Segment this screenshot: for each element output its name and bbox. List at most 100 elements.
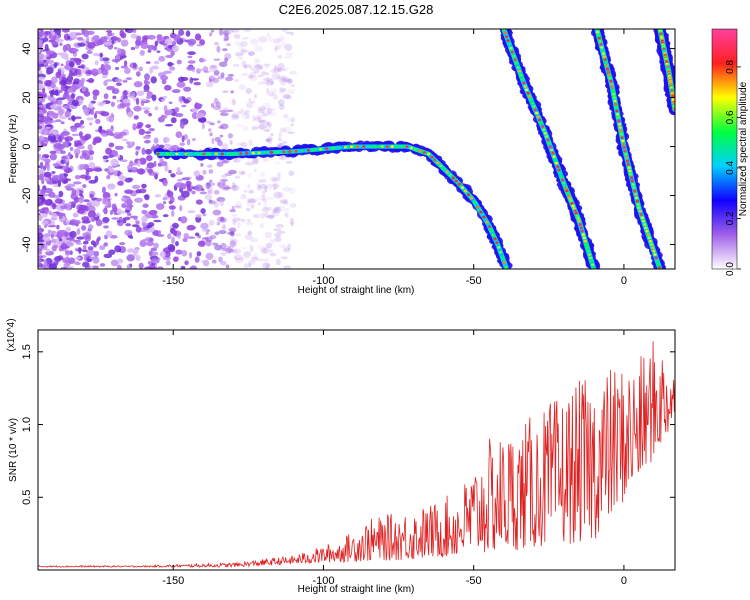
heatmap-track-peak: [539, 121, 543, 125]
heatmap-noise-blob: [230, 29, 240, 33]
heatmap-noise-blob: [142, 107, 151, 111]
heatmap-noise-blob: [280, 75, 288, 83]
heatmap-noise-blob: [144, 73, 150, 81]
heatmap-noise-blob: [216, 120, 221, 124]
heatmap-noise-blob: [208, 200, 216, 205]
heatmap-noise-blob: [177, 235, 181, 240]
heatmap-track-peak: [631, 183, 635, 186]
heatmap-noise-blob: [142, 238, 150, 242]
heatmap-noise-blob: [111, 58, 121, 63]
heatmap-noise-blob: [81, 150, 91, 154]
heatmap-noise-blob: [259, 171, 266, 177]
heatmap-noise-blob: [56, 204, 63, 211]
heatmap-noise-blob: [169, 66, 176, 71]
heatmap-noise-blob: [141, 147, 146, 156]
heatmap-noise-blob: [69, 48, 79, 53]
heatmap-noise-blob: [236, 142, 243, 146]
heatmap-track-peak: [448, 173, 452, 177]
heatmap-noise-blob: [38, 83, 42, 88]
heatmap-noise-blob: [240, 40, 248, 47]
heatmap-noise-blob: [173, 230, 178, 236]
heatmap-noise-blob: [241, 247, 247, 250]
colorbar-tick-label: 0.6: [725, 110, 736, 124]
heatmap-noise-blob: [38, 97, 43, 102]
heatmap-noise-blob: [85, 79, 94, 83]
heatmap-noise-blob: [269, 108, 277, 111]
heatmap-noise-blob: [254, 116, 262, 122]
heatmap-noise-blob: [93, 250, 100, 257]
heatmap-noise-blob: [141, 183, 147, 189]
heatmap-track-peak: [573, 209, 577, 213]
heatmap-noise-blob: [86, 50, 93, 54]
heatmap-noise-blob: [167, 243, 176, 251]
heatmap-track-peak: [625, 159, 630, 163]
heatmap-noise-blob: [276, 67, 282, 73]
heatmap-noise-blob: [124, 216, 131, 221]
heatmap-noise-blob: [211, 259, 217, 264]
heatmap-noise-blob: [61, 156, 68, 160]
heatmap-noise-blob: [56, 224, 60, 230]
heatmap-noise-blob: [183, 133, 188, 140]
heatmap-track-peak: [655, 259, 659, 263]
heatmap-track-peak: [654, 256, 658, 260]
heatmap-noise-blob: [213, 97, 219, 105]
heatmap-noise-blob: [229, 209, 236, 213]
heatmap-noise-blob: [174, 113, 184, 118]
heatmap-noise-blob: [168, 169, 172, 174]
heatmap-noise-blob: [103, 41, 113, 46]
heatmap-noise-blob: [191, 190, 196, 195]
heatmap-noise-blob: [279, 87, 287, 93]
heatmap-noise-blob: [46, 120, 53, 124]
heatmap-noise-blob: [277, 55, 283, 59]
heatmap-noise-blob: [178, 29, 185, 36]
heatmap-noise-blob: [53, 29, 60, 32]
heatmap-noise-blob: [50, 232, 54, 239]
heatmap-track-peak: [622, 146, 626, 149]
heatmap-noise-blob: [186, 65, 196, 71]
heatmap-noise-blob: [88, 102, 94, 110]
heatmap-noise-blob: [40, 141, 44, 146]
heatmap-track-peak: [647, 236, 651, 240]
heatmap-noise-blob: [225, 264, 230, 269]
heatmap-noise-blob: [216, 45, 221, 53]
heatmap-noise-blob: [279, 127, 287, 133]
heatmap-noise-blob: [44, 80, 52, 87]
heatmap-track-peak: [652, 249, 656, 253]
heatmap-noise-blob: [106, 85, 115, 91]
heatmap-track-peak: [526, 91, 530, 95]
heatmap-noise-blob: [214, 41, 219, 46]
heatmap-noise-blob: [52, 202, 57, 210]
heatmap-noise-blob: [267, 137, 273, 145]
heatmap-noise-blob: [268, 90, 275, 97]
heatmap-noise-blob: [38, 105, 46, 108]
heatmap-noise-blob: [247, 198, 257, 204]
heatmap-noise-blob: [38, 258, 42, 266]
heatmap-noise-blob: [239, 107, 245, 113]
heatmap-noise-blob: [139, 50, 145, 56]
heatmap-noise-blob: [202, 213, 207, 217]
heatmap-noise-blob: [262, 112, 269, 117]
heatmap-noise-blob: [138, 262, 144, 269]
heatmap-noise-blob: [281, 41, 287, 48]
heatmap-noise-blob: [177, 76, 185, 83]
snr-x-tick-label: -100: [312, 575, 334, 587]
heatmap-noise-blob: [273, 228, 282, 232]
heatmap-noise-blob: [80, 120, 85, 125]
heatmap-noise-blob: [205, 81, 214, 88]
heatmap-noise-blob: [73, 148, 81, 156]
heatmap-track-peak: [575, 214, 579, 218]
heatmap-noise-blob: [176, 166, 181, 174]
heatmap-noise-blob: [233, 157, 241, 163]
heatmap-noise-blob: [176, 81, 186, 88]
heatmap-noise-blob: [241, 72, 249, 76]
heatmap-track-peak: [610, 83, 614, 86]
heatmap-track-peak: [525, 88, 529, 92]
heatmap-noise-blob: [124, 67, 131, 75]
heatmap-noise-blob: [104, 205, 112, 208]
heatmap-track-peak: [498, 251, 503, 254]
heatmap-noise-blob: [53, 86, 60, 91]
heatmap-noise-blob: [125, 223, 132, 227]
heatmap-noise-blob: [258, 119, 266, 123]
heatmap-noise-blob: [171, 89, 181, 94]
heatmap-noise-blob: [231, 182, 236, 189]
